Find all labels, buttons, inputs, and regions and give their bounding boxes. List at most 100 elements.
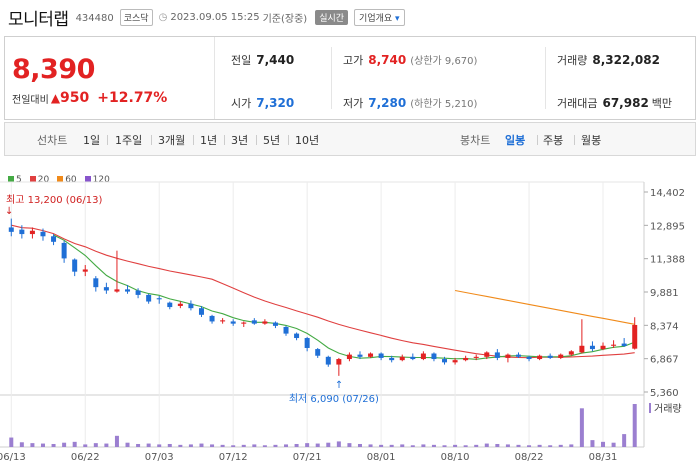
candle-body	[442, 359, 448, 363]
tab-monthly[interactable]: 월봉	[581, 134, 602, 147]
candle-body	[431, 353, 437, 360]
tab-3y[interactable]: 3년	[231, 134, 249, 147]
x-tick-label: 07/21	[293, 452, 322, 463]
volume-bar	[537, 444, 542, 447]
low-price: 저가 7,280 (하한가 5,210)	[343, 95, 477, 111]
clock-icon: ◷	[158, 11, 168, 23]
volume-bar	[611, 442, 616, 447]
volume-bar	[178, 444, 183, 447]
tab-1d[interactable]: 1일	[83, 134, 101, 147]
volume-bar	[19, 442, 24, 447]
candle-body	[262, 321, 268, 324]
open-value: 7,320	[256, 96, 295, 110]
volume-bar	[453, 444, 458, 447]
volume-bar	[9, 437, 14, 447]
candlestick-chart[interactable]: 14,402 12,895 11,388 9,881 8,374 6,867 5,360 06…	[0, 158, 700, 466]
change-value: 950	[60, 90, 90, 106]
volume-bar	[40, 443, 45, 447]
x-tick-label: 08/10	[441, 452, 470, 463]
tab-5y[interactable]: 5년	[263, 134, 281, 147]
y-tick-label: 8,374	[650, 321, 679, 332]
legend-ma60: 60	[57, 175, 77, 185]
lower-limit: (하한가 5,210)	[410, 99, 478, 110]
volume-bar	[231, 445, 236, 447]
volume-bar	[157, 444, 162, 447]
volume-label: 거래량	[654, 403, 682, 415]
corp-info-label: 기업개요	[359, 13, 393, 24]
up-arrow-icon: ▲	[50, 91, 61, 105]
x-tick-label: 06/13	[0, 452, 26, 463]
candle-body	[558, 354, 564, 358]
current-price: 8,390	[12, 54, 95, 85]
volume-bar	[199, 443, 204, 447]
tab-1w[interactable]: 1주일	[115, 134, 143, 147]
candle-body	[19, 229, 25, 235]
volume-bar	[590, 440, 595, 447]
tab-divider	[193, 135, 194, 145]
candle-body	[283, 326, 289, 334]
tab-daily[interactable]: 일봉	[505, 134, 526, 147]
current-price-box: 8,390 전일대비 ▲ 950 +12.77%	[5, 37, 215, 119]
volume-bar	[30, 443, 35, 447]
low-label: 저가	[343, 97, 364, 110]
quote-basis: 기준(장중)	[262, 13, 308, 25]
volume-bar	[241, 444, 246, 447]
candle-body	[621, 343, 627, 346]
candle-body	[8, 227, 14, 232]
candle-body	[611, 344, 617, 346]
candle-body	[484, 352, 490, 357]
volume-bar	[188, 444, 193, 447]
prev-value: 7,440	[256, 53, 295, 67]
low-value: 7,280	[368, 96, 407, 110]
candle-body	[125, 289, 131, 292]
volume-label: 거래량	[557, 54, 588, 67]
market-badge: 코스닥	[119, 8, 153, 26]
x-tick-label: 08/22	[515, 452, 544, 463]
legend-ma120-label: 120	[92, 175, 110, 185]
tab-weekly[interactable]: 주봉	[543, 134, 564, 147]
volume-bar	[167, 443, 172, 447]
volume-bar	[558, 444, 563, 447]
tab-3m[interactable]: 3개월	[158, 134, 186, 147]
volume-bar	[579, 408, 584, 447]
divider	[331, 47, 332, 109]
candle-body	[103, 287, 109, 291]
y-tick-label: 5,360	[650, 388, 679, 399]
amount-unit: 백만	[651, 97, 673, 110]
high-label: 고가	[343, 54, 364, 67]
tab-1y[interactable]: 1년	[200, 134, 218, 147]
candle-body	[188, 303, 194, 309]
candle-body	[72, 259, 78, 272]
volume-bar	[220, 444, 225, 447]
volume-bar	[252, 444, 257, 447]
volume-bar	[379, 444, 384, 447]
volume-bar	[442, 445, 447, 447]
volume-bar	[347, 443, 352, 447]
volume-bar	[484, 443, 489, 447]
tab-10y[interactable]: 10년	[295, 134, 320, 147]
quote-datetime: 2023.09.05 15:25	[170, 11, 260, 23]
amount-label: 거래대금	[557, 97, 598, 110]
volume-bar	[548, 445, 553, 447]
volume-bar	[431, 444, 436, 447]
candle-body	[420, 353, 426, 360]
realtime-button[interactable]: 실시간	[315, 9, 349, 25]
volume-bar	[210, 444, 215, 447]
volume-bar	[410, 445, 415, 447]
candle-body	[146, 294, 152, 302]
volume-bar	[51, 443, 56, 447]
candle-body	[632, 324, 638, 349]
max-price-label: 최고 13,200 (06/13)	[6, 194, 102, 206]
candle-chart-label: 봉차트	[460, 134, 491, 147]
amount-value: 67,982	[602, 96, 649, 110]
corp-info-dropdown[interactable]: 기업개요 ▾	[354, 8, 405, 26]
candle-body	[156, 298, 162, 300]
volume-bar	[336, 441, 341, 447]
tab-divider	[151, 135, 152, 145]
candle-body	[473, 356, 479, 358]
open-price: 시가 7,320	[231, 95, 294, 111]
volume-bar	[368, 444, 373, 447]
legend-ma120: 120	[84, 175, 110, 185]
change-percent: +12.77%	[97, 90, 168, 106]
volume-bar	[305, 443, 310, 447]
